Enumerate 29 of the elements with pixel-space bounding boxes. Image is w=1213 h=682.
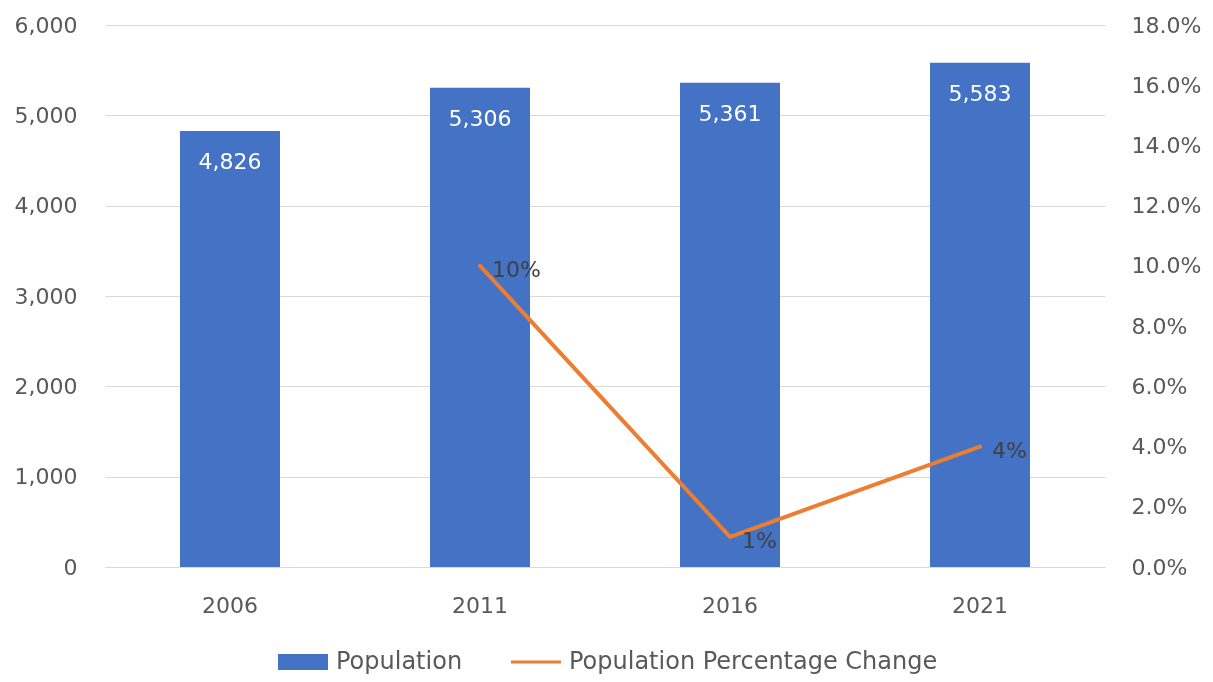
x-tick-label: 2011 <box>452 592 508 618</box>
y-tick-label: 3,000 <box>14 283 78 309</box>
y2-tick-label: 16.0% <box>1131 72 1202 98</box>
data-label: 5,361 <box>698 100 762 126</box>
y2-tick-label: 14.0% <box>1131 132 1202 158</box>
y2-tick-label: 10.0% <box>1131 253 1202 279</box>
y-tick-label: 6,000 <box>14 12 78 38</box>
y2-tick-label: 2.0% <box>1131 494 1188 520</box>
data-label: 4% <box>992 437 1027 463</box>
y2-tick-label: 18.0% <box>1131 12 1202 38</box>
legend-label: Population <box>336 647 463 675</box>
y2-tick-label: 12.0% <box>1131 193 1202 219</box>
y-tick-label: 2,000 <box>14 373 78 399</box>
y-tick-label: 1,000 <box>14 464 78 490</box>
y-tick-label: 0 <box>63 554 78 580</box>
data-label: 1% <box>742 527 777 553</box>
data-label: 5,583 <box>948 80 1012 106</box>
y-tick-label: 4,000 <box>14 193 78 219</box>
x-tick-label: 2016 <box>702 592 758 618</box>
data-label: 5,306 <box>448 105 512 131</box>
legend-label: Population Percentage Change <box>569 647 938 675</box>
y2-tick-label: 4.0% <box>1131 434 1188 460</box>
y2-tick-label: 8.0% <box>1131 313 1188 339</box>
x-tick-label: 2006 <box>202 592 258 618</box>
data-label: 4,826 <box>198 149 262 175</box>
y-tick-label: 5,000 <box>14 102 78 128</box>
x-tick-label: 2021 <box>952 592 1008 618</box>
y2-tick-label: 0.0% <box>1131 554 1188 580</box>
y2-tick-label: 6.0% <box>1131 373 1188 399</box>
